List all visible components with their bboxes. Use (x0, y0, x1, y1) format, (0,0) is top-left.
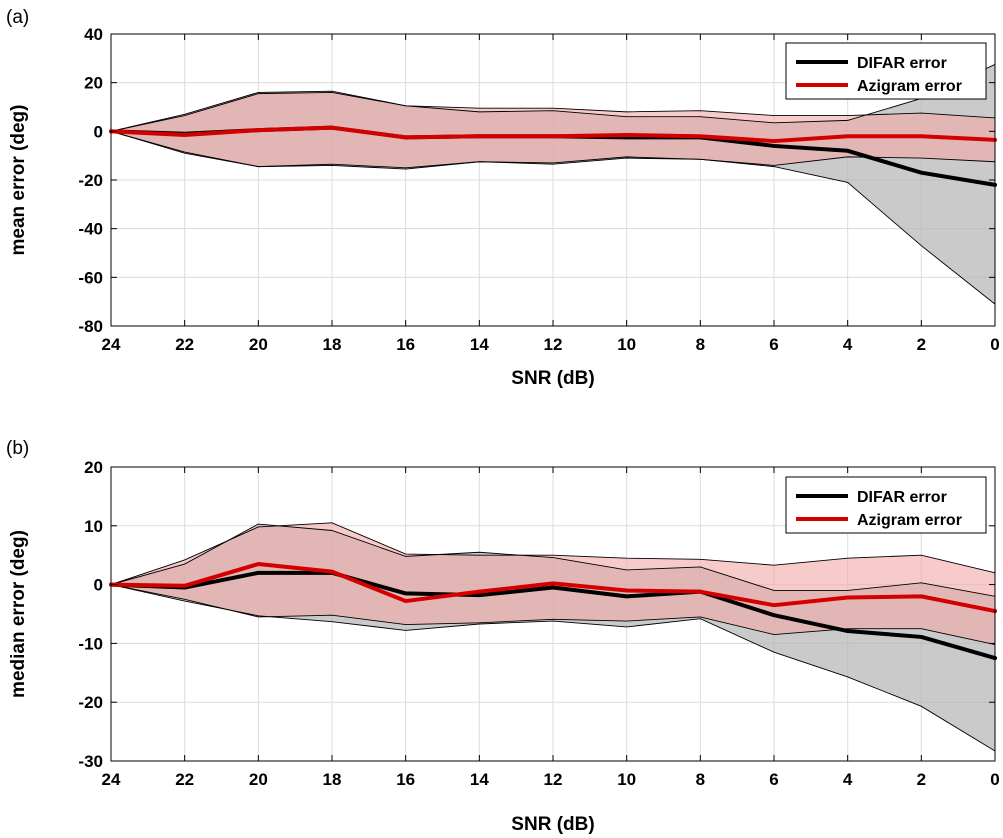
panel-a-y-ticks: 40 20 0 -20 -40 -60 -80 (78, 25, 995, 336)
panel-b-x-tick-label: 18 (323, 770, 342, 789)
panel-a-y-tick-label: -20 (78, 171, 103, 190)
panel-a-azigram-upper-bound (110, 90, 996, 132)
panel-a-x-tick-label: 0 (990, 335, 999, 354)
panel-b-x-tick-label: 10 (617, 770, 636, 789)
panel-a-x-tick-label: 6 (769, 335, 778, 354)
panel-a-azigram-band (111, 91, 995, 168)
panel-a-x-tick-label: 2 (917, 335, 926, 354)
panel-b-x-tick-label: 0 (990, 770, 999, 789)
panel-a-mean-error-chart: (a) 24 22 20 18 16 14 12 10 8 6 4 2 0 40200-20-40-60… (6, 7, 1000, 389)
panel-b-median-error-chart: (b) 24 22 20 18 16 14 12 10 8 6 4 2 0 20100-10-20-30… (6, 438, 1000, 835)
panel-b-azigram-lower-bound (110, 584, 996, 646)
panel-b-y-axis-label: median error (deg) (8, 530, 29, 698)
panel-a-x-ticks: 24 22 20 18 16 14 12 10 8 6 4 2 0 (102, 34, 1000, 354)
panel-a-y-tick-label: 40 (84, 25, 103, 44)
panel-b-legend: DIFAR error Azigram error (785, 476, 987, 534)
panel-a-legend: DIFAR error Azigram error (785, 42, 987, 100)
panel-a-x-tick-label: 8 (696, 335, 705, 354)
panel-a-x-axis-label: SNR (dB) (511, 368, 594, 389)
panel-b-x-tick-label: 8 (696, 770, 705, 789)
panel-a-azigram-lower-bound (110, 130, 996, 169)
panel-a-x-tick-label: 4 (843, 335, 853, 354)
panel-b-difar-lower-bound (110, 584, 996, 752)
panel-a-y-tick-label: 0 (94, 122, 103, 141)
panel-a-lines (109, 125, 997, 187)
panel-a-x-tick-label: 24 (102, 335, 121, 354)
panel-b-y-tick-label: 10 (84, 517, 103, 536)
panel-a-legend-box (785, 42, 987, 100)
panel-a-x-tick-label: 20 (249, 335, 268, 354)
panel-b-x-tick-label: 4 (843, 770, 853, 789)
panel-b-y-tick-label: -20 (78, 693, 103, 712)
panel-a-x-tick-label: 18 (323, 335, 342, 354)
panel-a-y-tick-label: 20 (84, 74, 103, 93)
panel-b-difar-line (109, 570, 997, 661)
panel-b-x-tick-label: 12 (544, 770, 563, 789)
panel-b-y-tick-label: -30 (78, 752, 103, 771)
panel-b-x-tick-label: 2 (917, 770, 926, 789)
panel-b-y-tick-label: 20 (84, 458, 103, 477)
panel-b-x-tick-label: 22 (175, 770, 194, 789)
panel-a-y-tick-label: -60 (78, 268, 103, 287)
panel-b-legend-label-difar: DIFAR error (857, 489, 947, 506)
panel-b-x-tick-label: 6 (769, 770, 778, 789)
panel-a-x-tick-label: 14 (470, 335, 489, 354)
panel-a-label: (a) (6, 7, 29, 28)
panel-a-y-axis-label: mean error (deg) (8, 105, 29, 256)
panel-a-azigram-line (109, 125, 997, 144)
panel-b-label: (b) (6, 438, 29, 459)
panel-b-y-tick-label: -10 (78, 634, 103, 653)
panel-b-x-ticks: 24 22 20 18 16 14 12 10 8 6 4 2 0 (102, 467, 1000, 789)
panel-b-azigram-line (109, 562, 997, 614)
panel-b-x-tick-label: 24 (102, 770, 121, 789)
panel-b-x-axis-label: SNR (dB) (511, 814, 594, 835)
panel-a-y-tick-label: -80 (78, 317, 103, 336)
panel-b-difar-upper-bound (110, 523, 996, 597)
panel-b-y-ticks: 20 10 0 -10 -20 -30 (78, 458, 995, 771)
panel-a-x-tick-label: 22 (175, 335, 194, 354)
panel-a-difar-upper-bound (110, 64, 996, 132)
panel-a-x-tick-label: 10 (617, 335, 636, 354)
panel-b-x-tick-label: 14 (470, 770, 489, 789)
panel-b-x-tick-label: 20 (249, 770, 268, 789)
panel-b-lines (109, 562, 997, 661)
panel-b-azigram-upper-bound (110, 522, 996, 586)
panel-a-y-tick-label: -40 (78, 220, 103, 239)
panel-a-legend-label-difar: DIFAR error (857, 55, 947, 72)
panel-b-legend-label-azigram: Azigram error (857, 512, 962, 529)
panel-b-x-tick-label: 16 (396, 770, 415, 789)
panel-a-bands (110, 64, 996, 305)
panel-a-legend-label-azigram: Azigram error (857, 78, 962, 95)
panel-a-x-tick-label: 16 (396, 335, 415, 354)
panel-a-x-tick-label: 12 (544, 335, 563, 354)
panel-b-legend-box (785, 476, 987, 534)
panel-b-y-tick-label: 0 (94, 576, 103, 595)
